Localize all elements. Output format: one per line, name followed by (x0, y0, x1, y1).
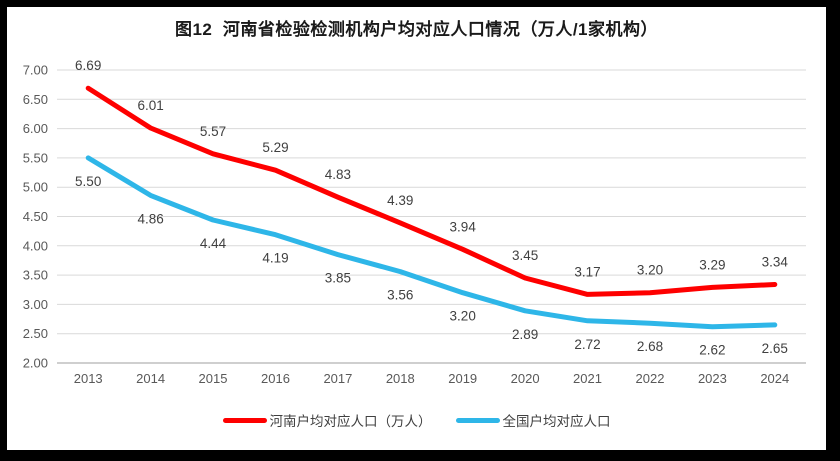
y-tick-label: 4.00 (23, 238, 48, 253)
x-tick-label: 2017 (323, 371, 352, 386)
legend-swatch-henan-line (222, 417, 267, 423)
data-label: 2.72 (574, 337, 600, 352)
chart-legend: 河南户均对应人口（万人） 全国户均对应人口 (7, 410, 826, 430)
x-tick-label: 2021 (573, 371, 602, 386)
data-label: 3.45 (512, 248, 538, 263)
data-label: 3.94 (450, 219, 477, 234)
y-tick-label: 4.50 (23, 209, 48, 224)
legend-item-henan: 河南户均对应人口（万人） (222, 410, 432, 430)
series-line-0 (85, 85, 778, 297)
chart-title: 图12 河南省检验检测机构户均对应人口情况（万人/1家机构） (174, 20, 659, 39)
data-label: 5.57 (200, 124, 226, 139)
x-tick-label: 2016 (261, 371, 290, 386)
data-label: 4.19 (262, 251, 288, 266)
series-line-1 (85, 155, 778, 330)
x-tick-label: 2018 (386, 371, 415, 386)
data-label: 3.17 (574, 264, 600, 279)
x-tick-label: 2013 (74, 371, 103, 386)
x-tick-label: 2014 (136, 371, 165, 386)
data-label: 3.85 (325, 271, 351, 286)
legend-swatch-national-line (455, 417, 500, 423)
y-tick-label: 3.50 (23, 268, 48, 283)
data-label: 3.56 (387, 288, 413, 303)
data-label: 2.65 (762, 341, 788, 356)
y-tick-label: 2.00 (23, 356, 48, 371)
data-label: 5.50 (75, 174, 101, 189)
data-label: 4.39 (387, 193, 413, 208)
x-tick-label: 2015 (199, 371, 228, 386)
y-tick-label: 6.50 (23, 92, 48, 107)
x-tick-label: 2020 (511, 371, 540, 386)
data-label: 3.20 (450, 309, 476, 324)
y-tick-label: 6.00 (23, 121, 48, 136)
x-tick-label: 2022 (636, 371, 665, 386)
data-label: 4.86 (137, 211, 163, 226)
y-tick-label: 5.50 (23, 150, 48, 165)
y-tick-label: 5.00 (23, 180, 48, 195)
data-label: 6.01 (137, 98, 163, 113)
data-label: 3.29 (699, 257, 725, 272)
data-label: 2.62 (699, 343, 725, 358)
data-label: 5.29 (262, 140, 288, 155)
data-label: 4.44 (200, 236, 227, 251)
y-tick-label: 3.00 (23, 297, 48, 312)
legend-label-henan: 河南户均对应人口（万人） (269, 414, 432, 429)
x-tick-label: 2024 (760, 371, 789, 386)
legend-item-national: 全国户均对应人口 (455, 410, 611, 430)
x-tick-label: 2023 (698, 371, 727, 386)
legend-label-national: 全国户均对应人口 (502, 414, 611, 429)
x-tick-label: 2019 (448, 371, 477, 386)
data-label: 3.20 (637, 263, 663, 278)
data-label: 6.69 (75, 58, 101, 73)
data-label: 2.68 (637, 339, 663, 354)
data-label: 4.83 (325, 167, 351, 182)
data-label: 3.34 (762, 255, 789, 270)
y-tick-label: 7.00 (23, 63, 48, 78)
data-label: 2.89 (512, 327, 538, 342)
y-tick-label: 2.50 (23, 326, 48, 341)
